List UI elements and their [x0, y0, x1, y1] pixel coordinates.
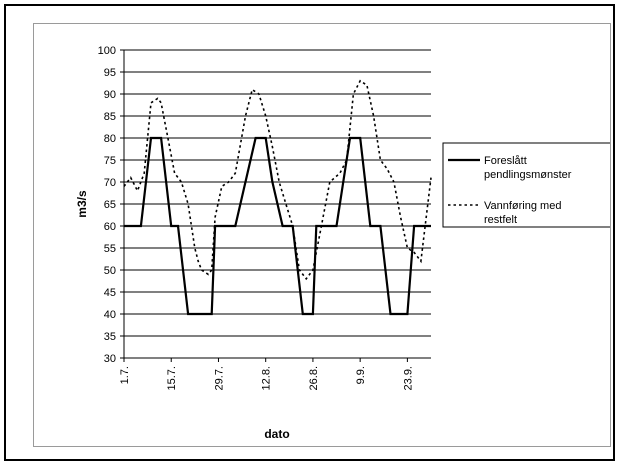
x-tick-label: 12.8.: [261, 366, 273, 390]
legend-label-foreslatt: Foreslått pendlingsmønster: [484, 155, 572, 181]
y-axis: 30 35 40 45 50 55 60 65 70 75 80 85 90 95 100: [98, 45, 125, 365]
series-line-0: [124, 136, 431, 316]
y-tick-label: 95: [104, 67, 116, 79]
y-tick-label: 100: [98, 45, 116, 57]
x-tick-label: 1.7.: [119, 366, 131, 384]
y-tick-label: 45: [104, 287, 116, 299]
y-axis-title: m3/s: [75, 190, 89, 218]
chart-svg: 30 35 40 45 50 55 60 65 70 75 80 85 90 95 100 1.7. 15.7…: [75, 45, 610, 441]
y-tick-label: 85: [104, 111, 116, 123]
legend: Foreslått pendlingsmønster Vannføring med…: [442, 142, 610, 228]
x-axis-title: dato: [264, 427, 289, 441]
y-tick-label: 65: [104, 199, 116, 211]
y-tick-label: 50: [104, 265, 116, 277]
y-tick-label: 80: [104, 133, 116, 145]
y-tick-label: 60: [104, 221, 116, 233]
chart-area: 30 35 40 45 50 55 60 65 70 75 80 85 90 95 100 1.7. 15.7…: [33, 23, 611, 447]
y-tick-label: 75: [104, 155, 116, 167]
series-layer: [123, 79, 432, 316]
x-tick-label: 15.7.: [166, 366, 178, 390]
x-tick-label: 23.9.: [402, 366, 414, 390]
series-line-1: [123, 79, 432, 281]
y-tick-label: 35: [104, 331, 116, 343]
grid-lines: [124, 49, 431, 337]
y-tick-label: 55: [104, 243, 116, 255]
chart-frame: 30 35 40 45 50 55 60 65 70 75 80 85 90 95 100 1.7. 15.7…: [4, 4, 615, 461]
y-tick-label: 90: [104, 89, 116, 101]
legend-label-vannforing: Vannføring med restfelt: [484, 200, 561, 226]
legend-box: [442, 142, 610, 228]
x-tick-label: 29.7.: [213, 366, 225, 390]
y-tick-label: 40: [104, 309, 116, 321]
y-tick-label: 30: [104, 353, 116, 365]
y-tick-label: 70: [104, 177, 116, 189]
x-axis: 1.7. 15.7. 29.7. 12.8. 26.8. 9.9. 23.9.: [119, 357, 431, 390]
x-tick-label: 9.9.: [355, 366, 367, 384]
x-tick-label: 26.8.: [308, 366, 320, 390]
